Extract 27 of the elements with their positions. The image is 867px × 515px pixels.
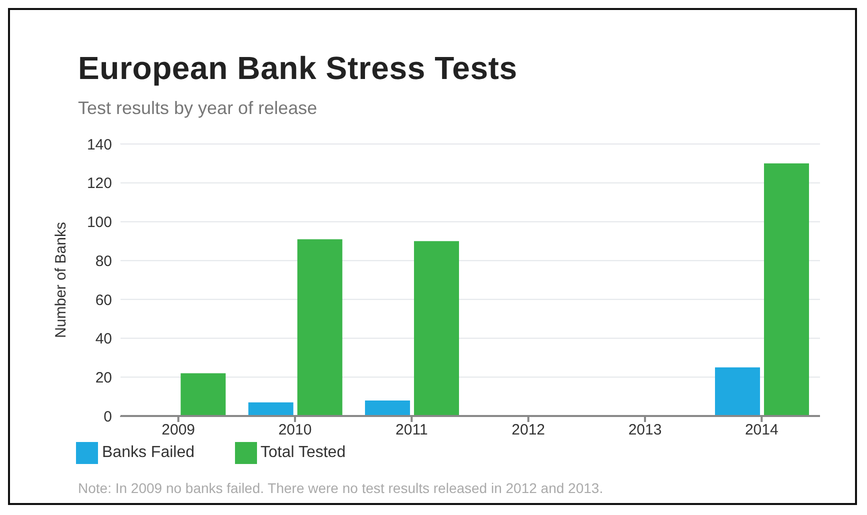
x-tick-label: 2014 <box>744 422 778 439</box>
y-tick-label: 80 <box>95 252 112 270</box>
bar <box>248 402 294 416</box>
bar <box>297 239 342 416</box>
text: Note: In 2009 no banks failed. There were no test results released in 2012 and 2013. <box>78 480 604 496</box>
x-tick-label: 2013 <box>628 422 662 439</box>
y-tick-label: 60 <box>95 292 112 309</box>
bar <box>764 163 809 416</box>
legend-label: Banks Failed <box>102 444 194 462</box>
y-tick-label: 140 <box>86 136 112 154</box>
y-tick-label: 0 <box>104 408 112 426</box>
x-tick-label: 2012 <box>512 422 546 439</box>
x-tick-label: 2010 <box>278 422 312 439</box>
x-tick-label: 2009 <box>162 422 196 439</box>
bar <box>414 241 459 416</box>
chart-title: European Bank Stress Tests <box>78 50 518 87</box>
y-tick-label: 120 <box>86 175 112 192</box>
chart-subtitle: Test results by year of release <box>78 98 318 119</box>
y-tick-label: 20 <box>95 369 112 386</box>
y-tick-label: 100 <box>86 214 112 232</box>
x-tick-label: 2011 <box>396 422 428 439</box>
bar <box>180 373 226 416</box>
legend-label: Total Tested <box>260 444 346 462</box>
bar <box>365 400 410 416</box>
bar <box>715 367 760 416</box>
y-axis-title: Number of Banks <box>52 222 70 338</box>
y-tick-label: 40 <box>95 330 112 348</box>
